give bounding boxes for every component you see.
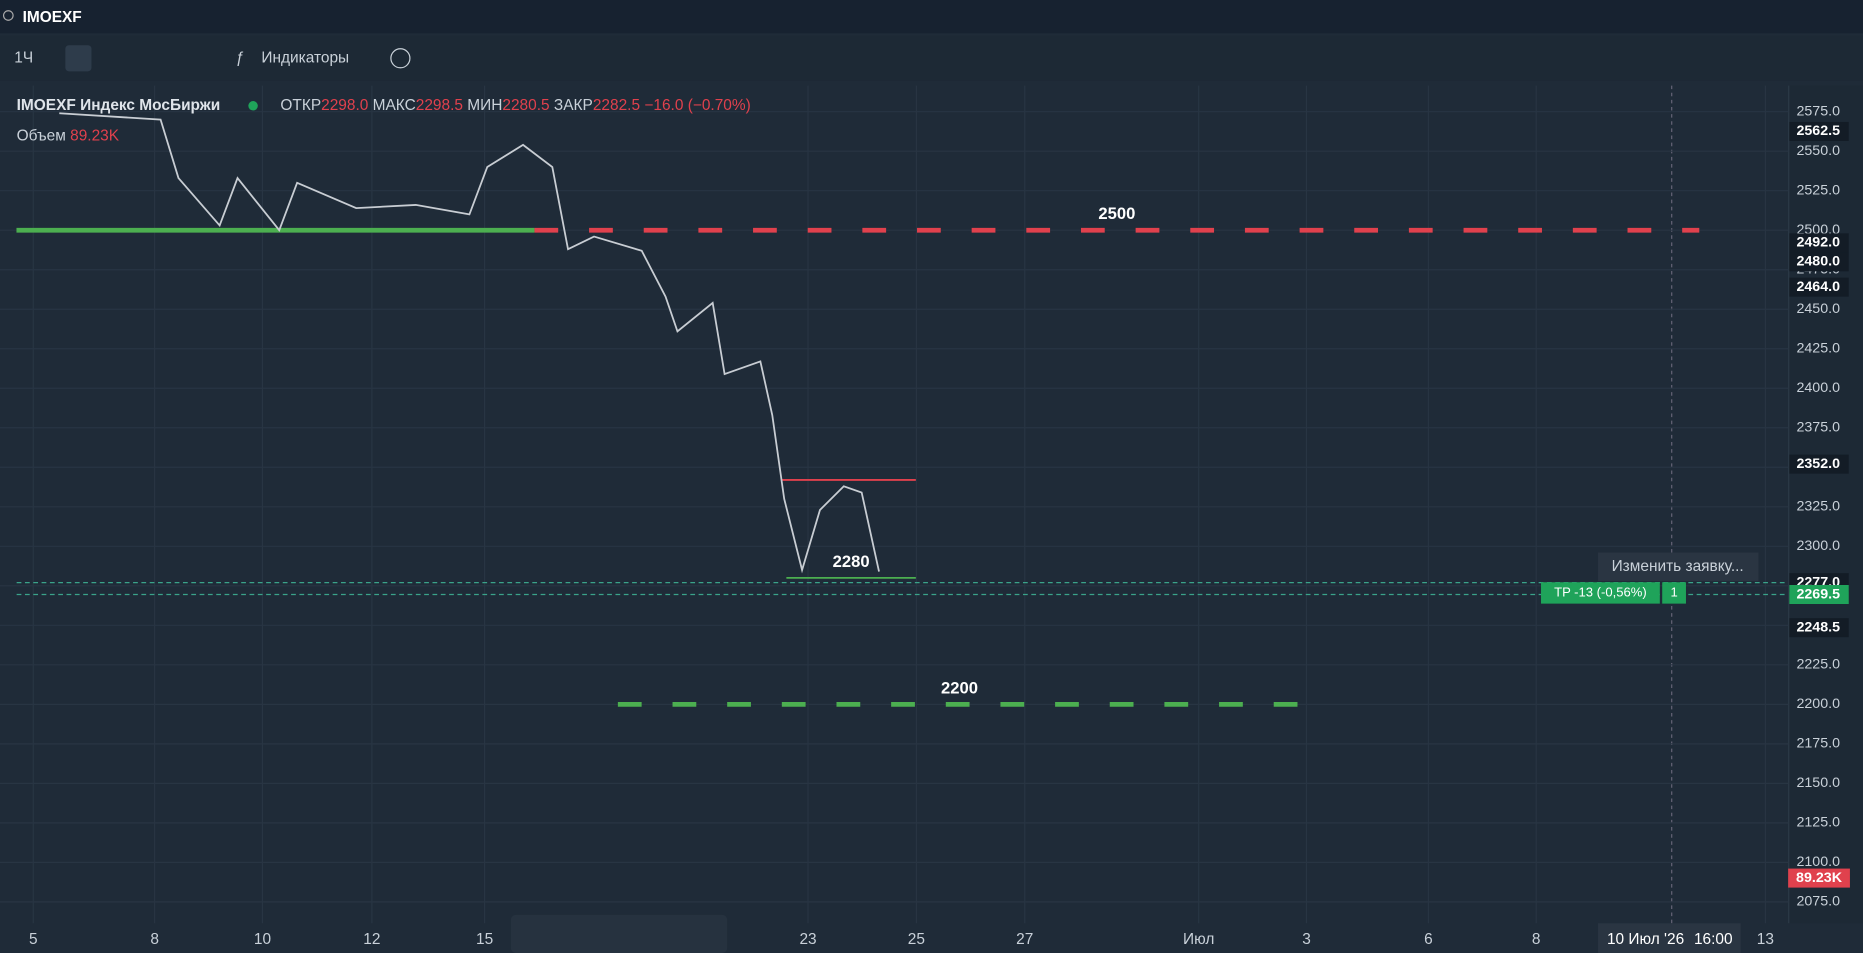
legend-symbol: IMOEXF Индекс МосБиржи: [17, 97, 221, 114]
price-tag-text: 2352.0: [1796, 456, 1840, 472]
drawing-toolbar[interactable]: [510, 914, 728, 953]
x-tick-label: 12: [363, 931, 380, 948]
y-tick-label: 2125.0: [1796, 815, 1840, 831]
x-tick-label: 13: [1757, 931, 1774, 948]
cursor-date: [1598, 923, 1741, 953]
search-bar[interactable]: [0, 0, 1863, 34]
toolbar: [0, 35, 1863, 81]
search-icon: [2, 10, 14, 21]
price-axis: [1788, 85, 1863, 924]
o: 2298.0: [321, 97, 368, 114]
add-btn[interactable]: [390, 48, 411, 69]
order-qty: [1662, 582, 1686, 604]
l: 2280.5: [502, 97, 549, 114]
axis-border: [1788, 85, 1790, 924]
level-label: 2200: [941, 678, 978, 697]
h: 2298.5: [416, 97, 463, 114]
price-tag: [1789, 277, 1849, 297]
x-tick-label: Июл: [1183, 931, 1214, 948]
y-tick-label: 2300.0: [1796, 538, 1840, 554]
price-tag-text: 2480.0: [1796, 254, 1840, 270]
y-tick-label: 2225.0: [1796, 657, 1840, 673]
price-tag: [1789, 585, 1849, 605]
indicators-btn[interactable]: Индикаторы: [261, 49, 349, 66]
c: 2282.5: [593, 97, 640, 114]
x-tick-label: 23: [799, 931, 816, 948]
volume-tag: [1788, 868, 1850, 888]
y-tick-label: 2525.0: [1796, 182, 1840, 198]
interval[interactable]: 1Ч: [14, 49, 33, 66]
price-line: [59, 112, 880, 574]
x-tick-label: 5: [29, 931, 38, 948]
price-tag: [1789, 121, 1849, 141]
y-tick-label: 2375.0: [1796, 420, 1840, 436]
level-label: 2500: [1098, 204, 1135, 223]
c-l: ЗАКР: [554, 97, 593, 114]
level-label: 2280: [833, 552, 870, 571]
live-dot: [248, 101, 258, 111]
l-l: МИН: [467, 97, 502, 114]
x-tick-label: 27: [1016, 931, 1033, 948]
price-tag-text: 2464.0: [1796, 279, 1840, 295]
x-tick-label: 8: [1532, 931, 1541, 948]
volume-label: Объем 89.23K: [17, 128, 120, 145]
x-tick-label: 8: [150, 931, 159, 948]
x-tick-label: 25: [908, 931, 925, 948]
y-tick-label: 2550.0: [1796, 143, 1840, 159]
y-tick-label: 2325.0: [1796, 499, 1840, 515]
price-tag: [1789, 618, 1849, 638]
y-tick-label: 2200.0: [1796, 696, 1840, 712]
fx-icon: ƒ: [235, 49, 244, 66]
vv: 89.23K: [70, 128, 120, 145]
h-l: МАКС: [373, 97, 416, 114]
x-tick-label: 3: [1302, 931, 1311, 948]
price-tag-text: 2269.5: [1796, 586, 1840, 602]
x-tick-label: 15: [476, 931, 493, 948]
cursor-date-text: 10 Июл '26: [1607, 931, 1684, 948]
price-tag-text: 2492.0: [1796, 235, 1840, 251]
candle-btn[interactable]: [65, 45, 92, 72]
price-tag-text: 2562.5: [1796, 123, 1840, 139]
price-tag: [1789, 454, 1849, 474]
volume-tag-text: 89.23K: [1796, 870, 1843, 886]
y-tick-label: 2425.0: [1796, 341, 1840, 357]
y-tick-label: 2175.0: [1796, 736, 1840, 752]
plot: 2075.0 2100.0 2125.0 2150.0 2175.0 2200.0 2225…: [0, 85, 1849, 948]
chg: −16.0 (−0.70%): [644, 97, 750, 114]
price-tag-text: 2248.5: [1796, 619, 1840, 635]
y-tick-label: 2575.0: [1796, 103, 1840, 119]
y-tick-label: 2150.0: [1796, 775, 1840, 791]
y-tick-label: 2450.0: [1796, 301, 1840, 317]
x-tick-label: 6: [1424, 931, 1433, 948]
vl: Объем: [17, 128, 66, 145]
y-tick-label: 2400.0: [1796, 380, 1840, 396]
price-tag: [1789, 233, 1849, 253]
order-qty-text: 1: [1670, 584, 1677, 599]
x-tick-label: 10: [254, 931, 271, 948]
price-tag: [1789, 252, 1849, 272]
y-tick-label: 2075.0: [1796, 894, 1840, 910]
cursor-time-text: 16:00: [1694, 931, 1733, 948]
order-tag[interactable]: [1541, 582, 1660, 604]
search-text: IMOEXF: [23, 9, 82, 26]
y-tick-label: 2100.0: [1796, 854, 1840, 870]
legend: ОТКР2298.0 МАКС2298.5 МИН2280.5 ЗАКР2282…: [280, 97, 750, 114]
order-tag-text: TP -13 (-0,56%): [1554, 584, 1647, 599]
order-menu[interactable]: [1598, 552, 1759, 582]
o-l: ОТКР: [280, 97, 321, 114]
order-menu-text: Изменить заявку...: [1612, 558, 1744, 575]
